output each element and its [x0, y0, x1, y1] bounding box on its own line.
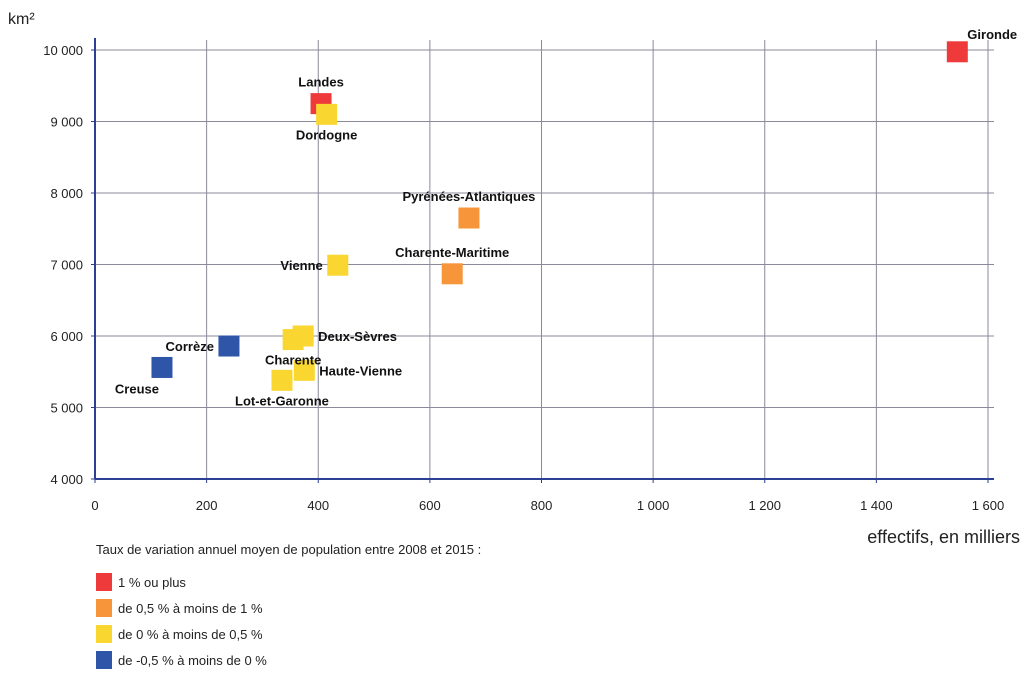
data-point — [316, 103, 338, 125]
data-point — [271, 369, 293, 391]
x-tick-label: 1 600 — [972, 498, 1005, 513]
y-tick-label: 4 000 — [50, 472, 83, 487]
point-label: Vienne — [280, 258, 322, 273]
y-tick-label: 9 000 — [50, 115, 83, 130]
point-label: Deux-Sèvres — [318, 329, 397, 344]
legend-swatch — [96, 625, 112, 643]
legend: Taux de variation annuel moyen de popula… — [96, 542, 481, 669]
legend-swatch — [96, 573, 112, 591]
data-point — [293, 359, 315, 381]
x-tick-label: 1 400 — [860, 498, 893, 513]
data-point — [282, 329, 304, 351]
legend-item-label: 1 % ou plus — [118, 575, 186, 590]
x-tick-label: 400 — [307, 498, 329, 513]
point-label: Pyrénées-Atlantiques — [402, 189, 535, 204]
data-point — [327, 254, 349, 276]
point-label: Dordogne — [296, 127, 357, 142]
legend-item-label: de -0,5 % à moins de 0 % — [118, 653, 267, 668]
x-tick-label: 800 — [531, 498, 553, 513]
legend-title: Taux de variation annuel moyen de popula… — [96, 542, 481, 557]
grid — [95, 40, 994, 479]
x-tick-label: 200 — [196, 498, 218, 513]
point-label: Corrèze — [166, 339, 214, 354]
point-label: Landes — [298, 75, 344, 90]
point-label: Creuse — [115, 381, 159, 396]
data-point — [946, 41, 968, 63]
data-points — [151, 41, 968, 391]
legend-item-label: de 0 % à moins de 0,5 % — [118, 627, 263, 642]
x-tick-label: 1 200 — [748, 498, 781, 513]
y-tick-label: 10 000 — [43, 43, 83, 58]
y-tick-label: 7 000 — [50, 258, 83, 273]
point-label: Charente — [265, 353, 321, 368]
x-tick-labels: 0 200 400 600 800 1 000 1 200 1 400 1 600 — [91, 498, 1004, 513]
point-label: Lot-et-Garonne — [235, 393, 329, 408]
point-label: Haute-Vienne — [319, 363, 402, 378]
data-point — [151, 356, 173, 378]
axes — [91, 38, 994, 483]
legend-swatch — [96, 651, 112, 669]
point-label: Gironde — [967, 27, 1017, 42]
legend-swatch — [96, 599, 112, 617]
y-axis-unit: km² — [8, 11, 35, 28]
data-point — [218, 335, 240, 357]
x-tick-label: 1 000 — [637, 498, 670, 513]
x-tick-label: 0 — [91, 498, 98, 513]
data-point — [458, 207, 480, 229]
data-point — [441, 263, 463, 285]
y-tick-label: 6 000 — [50, 329, 83, 344]
y-tick-labels: 4 000 5 000 6 000 7 000 8 000 9 000 10 000 — [43, 43, 83, 487]
point-label: Charente-Maritime — [395, 245, 509, 260]
legend-item-label: de 0,5 % à moins de 1 % — [118, 601, 263, 616]
x-tick-label: 600 — [419, 498, 441, 513]
point-labels: Gironde Landes Dordogne Pyrénées-Atlantique… — [115, 27, 1017, 409]
x-axis-label: effectifs, en milliers — [867, 527, 1020, 547]
y-tick-label: 8 000 — [50, 186, 83, 201]
y-tick-label: 5 000 — [50, 401, 83, 416]
